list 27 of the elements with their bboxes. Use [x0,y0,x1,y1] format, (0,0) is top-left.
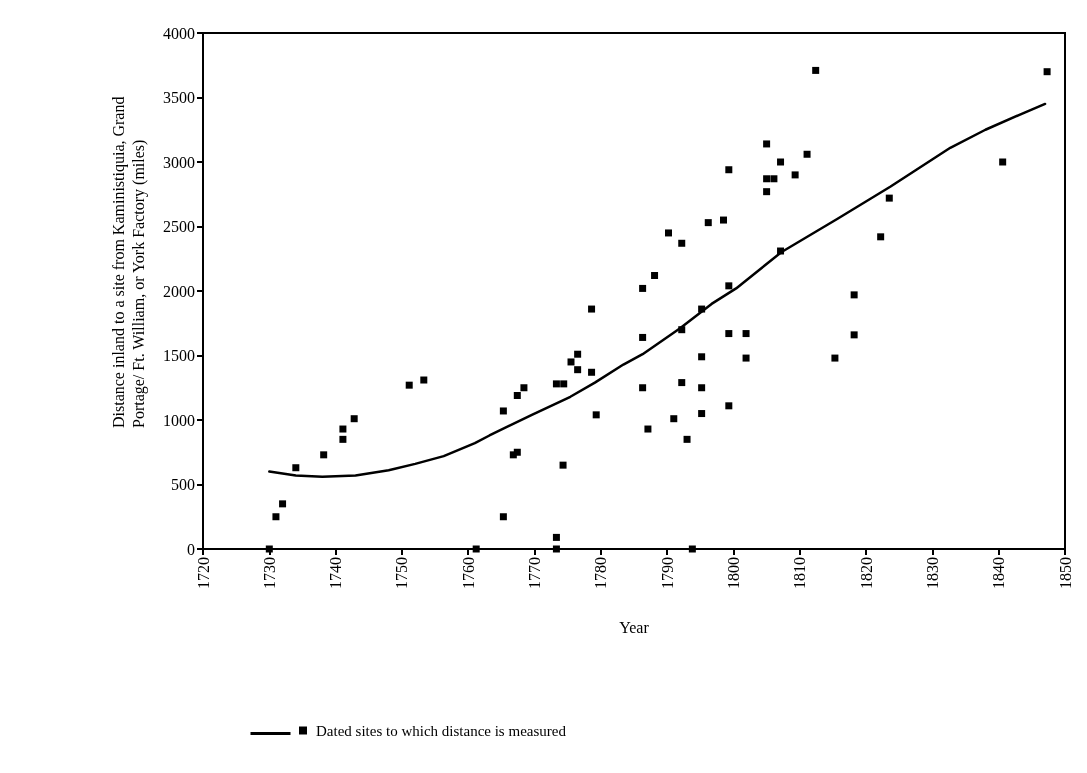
y-tick-label: 1500 [163,347,195,364]
x-tick-label: 1810 [791,557,809,589]
y-tick-label: 4000 [163,24,195,42]
y-axis-title: Distance inland to a site from Kaministiquia, Grand Portage/ Ft. William, or York Factory (miles) [109,92,148,428]
x-tick-label: 1820 [857,557,875,589]
x-tick-label: 1770 [526,557,544,589]
x-tick-label: 1750 [393,557,411,589]
x-tick-label: 1720 [194,557,212,589]
x-tick-label: 1780 [592,557,610,589]
x-tick-label: 1760 [459,557,477,589]
y-tick-label: 0 [187,540,195,558]
x-tick-label: 1830 [923,557,941,589]
x-tick-label: 1740 [327,557,345,589]
y-tick-label: 500 [171,476,195,493]
x-tick-label: 1850 [1056,557,1074,589]
y-tick-label: 3000 [163,153,195,171]
legend-label: Dated sites to which distance is measured [316,722,567,739]
x-axis-title: Year [619,618,650,636]
y-tick-label: 2500 [163,218,195,235]
y-tick-label: 1000 [163,411,195,429]
y-tick-label: 2000 [163,282,195,300]
x-tick-label: 1840 [990,557,1008,589]
y-tick-label: 3500 [163,89,195,106]
x-tick-label: 1730 [260,557,278,589]
x-tick-label: 1790 [658,557,676,589]
line-series [268,102,1047,479]
x-tick-label: 1800 [724,557,742,589]
